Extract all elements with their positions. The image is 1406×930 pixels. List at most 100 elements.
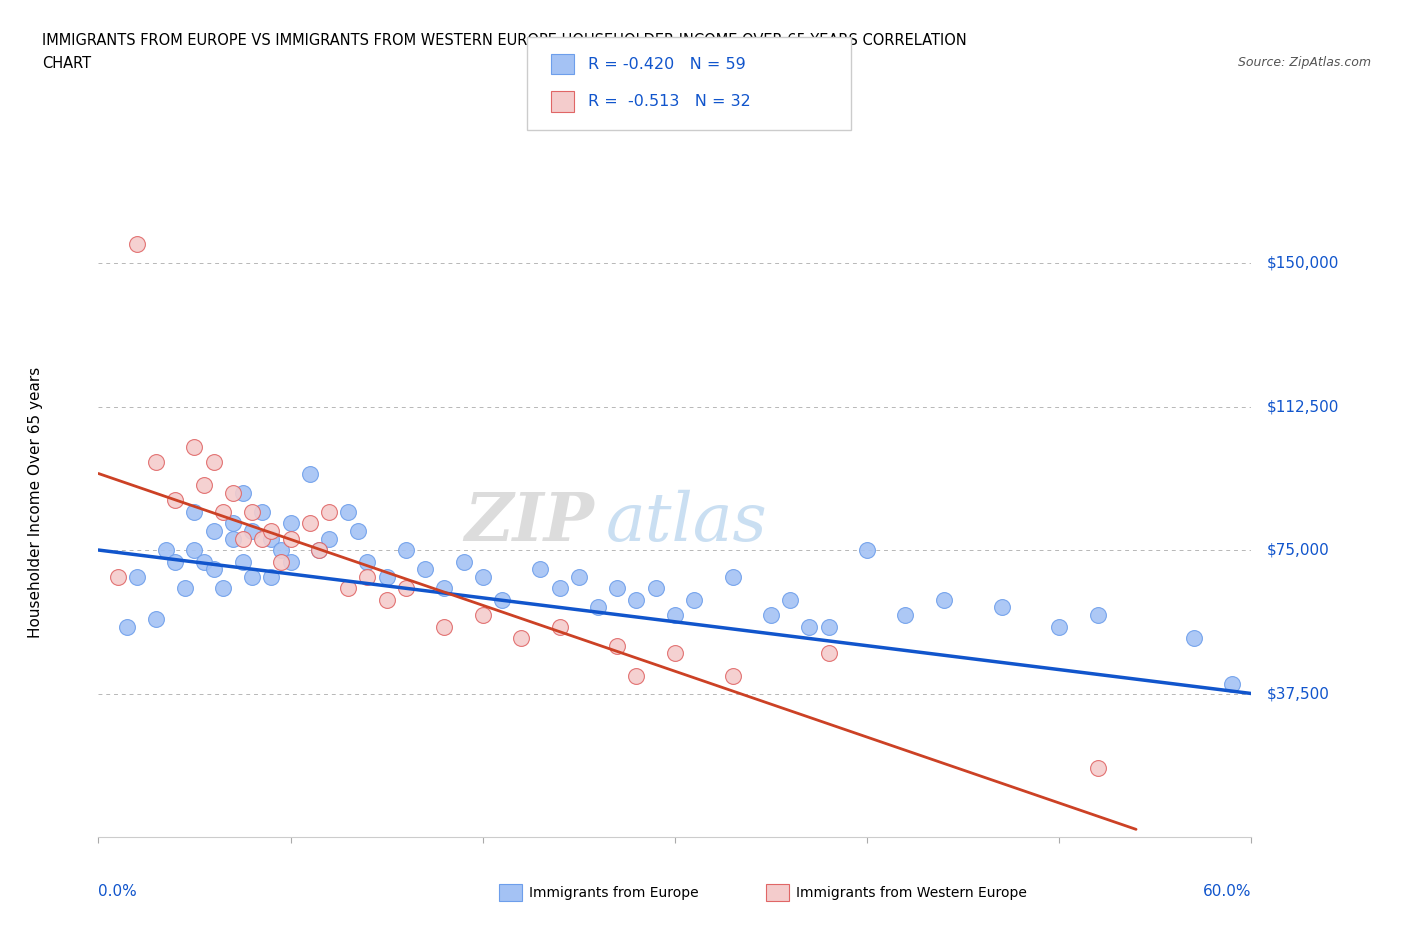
Point bbox=[145, 611, 167, 626]
Text: CHART: CHART bbox=[42, 56, 91, 71]
Text: $150,000: $150,000 bbox=[1267, 256, 1339, 271]
Point bbox=[260, 531, 283, 546]
Point bbox=[548, 581, 571, 596]
Point bbox=[231, 554, 254, 569]
Point bbox=[471, 569, 494, 584]
Point bbox=[413, 562, 436, 577]
Point bbox=[240, 504, 263, 519]
Point bbox=[356, 554, 378, 569]
Point bbox=[193, 554, 215, 569]
Point bbox=[125, 569, 148, 584]
Point bbox=[183, 504, 205, 519]
Text: $112,500: $112,500 bbox=[1267, 399, 1339, 414]
Point bbox=[280, 554, 302, 569]
Point bbox=[212, 581, 235, 596]
Point bbox=[125, 236, 148, 251]
Text: 60.0%: 60.0% bbox=[1204, 884, 1251, 899]
Point bbox=[308, 542, 330, 557]
Point bbox=[395, 542, 418, 557]
Point bbox=[990, 600, 1012, 615]
Text: R = -0.420   N = 59: R = -0.420 N = 59 bbox=[588, 57, 745, 72]
Text: R =  -0.513   N = 32: R = -0.513 N = 32 bbox=[588, 94, 751, 109]
Point bbox=[212, 504, 235, 519]
Point bbox=[779, 592, 801, 607]
Point bbox=[165, 493, 187, 508]
Point bbox=[145, 455, 167, 470]
Point bbox=[433, 619, 456, 634]
Point bbox=[337, 504, 360, 519]
Point bbox=[183, 439, 205, 454]
Point bbox=[107, 569, 129, 584]
Text: IMMIGRANTS FROM EUROPE VS IMMIGRANTS FROM WESTERN EUROPE HOUSEHOLDER INCOME OVER: IMMIGRANTS FROM EUROPE VS IMMIGRANTS FRO… bbox=[42, 33, 967, 47]
Point bbox=[155, 542, 177, 557]
Point bbox=[683, 592, 706, 607]
Point bbox=[586, 600, 609, 615]
Point bbox=[453, 554, 475, 569]
Point bbox=[626, 592, 648, 607]
Text: Source: ZipAtlas.com: Source: ZipAtlas.com bbox=[1237, 56, 1371, 69]
Point bbox=[856, 542, 879, 557]
Point bbox=[240, 524, 263, 538]
Point bbox=[529, 562, 551, 577]
Point bbox=[280, 531, 302, 546]
Point bbox=[174, 581, 197, 596]
Point bbox=[222, 485, 245, 500]
Point bbox=[202, 455, 225, 470]
Point bbox=[165, 554, 187, 569]
Point bbox=[664, 646, 686, 661]
Text: Immigrants from Europe: Immigrants from Europe bbox=[529, 885, 699, 900]
Point bbox=[308, 542, 330, 557]
Point bbox=[606, 638, 628, 653]
Point bbox=[664, 607, 686, 622]
Point bbox=[510, 631, 533, 645]
Point bbox=[222, 531, 245, 546]
Point bbox=[346, 524, 368, 538]
Point bbox=[759, 607, 782, 622]
Point bbox=[260, 524, 283, 538]
Text: $37,500: $37,500 bbox=[1267, 686, 1330, 701]
Text: ZIP: ZIP bbox=[464, 490, 595, 555]
Point bbox=[117, 619, 138, 634]
Point bbox=[568, 569, 591, 584]
Point bbox=[721, 669, 744, 684]
Point bbox=[1220, 676, 1243, 691]
Point bbox=[799, 619, 821, 634]
Point bbox=[337, 581, 360, 596]
Point bbox=[721, 569, 744, 584]
Text: 0.0%: 0.0% bbox=[98, 884, 138, 899]
Point bbox=[356, 569, 378, 584]
Point bbox=[231, 531, 254, 546]
Point bbox=[626, 669, 648, 684]
Point bbox=[222, 516, 245, 531]
Point bbox=[375, 569, 398, 584]
Point bbox=[471, 607, 494, 622]
Point bbox=[298, 466, 321, 481]
Point bbox=[894, 607, 917, 622]
Point bbox=[298, 516, 321, 531]
Point bbox=[231, 485, 254, 500]
Point bbox=[250, 531, 273, 546]
Point bbox=[270, 554, 292, 569]
Point bbox=[375, 592, 398, 607]
Point bbox=[318, 531, 340, 546]
Text: atlas: atlas bbox=[606, 490, 768, 555]
Point bbox=[240, 569, 263, 584]
Point bbox=[250, 504, 273, 519]
Point bbox=[932, 592, 955, 607]
Point bbox=[270, 542, 292, 557]
Text: Householder Income Over 65 years: Householder Income Over 65 years bbox=[28, 366, 42, 638]
Point bbox=[491, 592, 513, 607]
Point bbox=[1047, 619, 1070, 634]
Point bbox=[318, 504, 340, 519]
Point bbox=[817, 646, 839, 661]
Text: $75,000: $75,000 bbox=[1267, 542, 1330, 557]
Point bbox=[433, 581, 456, 596]
Point bbox=[260, 569, 283, 584]
Point bbox=[183, 542, 205, 557]
Point bbox=[280, 516, 302, 531]
Point bbox=[1087, 761, 1109, 776]
Point bbox=[202, 562, 225, 577]
Point bbox=[193, 477, 215, 492]
Point bbox=[395, 581, 418, 596]
Point bbox=[606, 581, 628, 596]
